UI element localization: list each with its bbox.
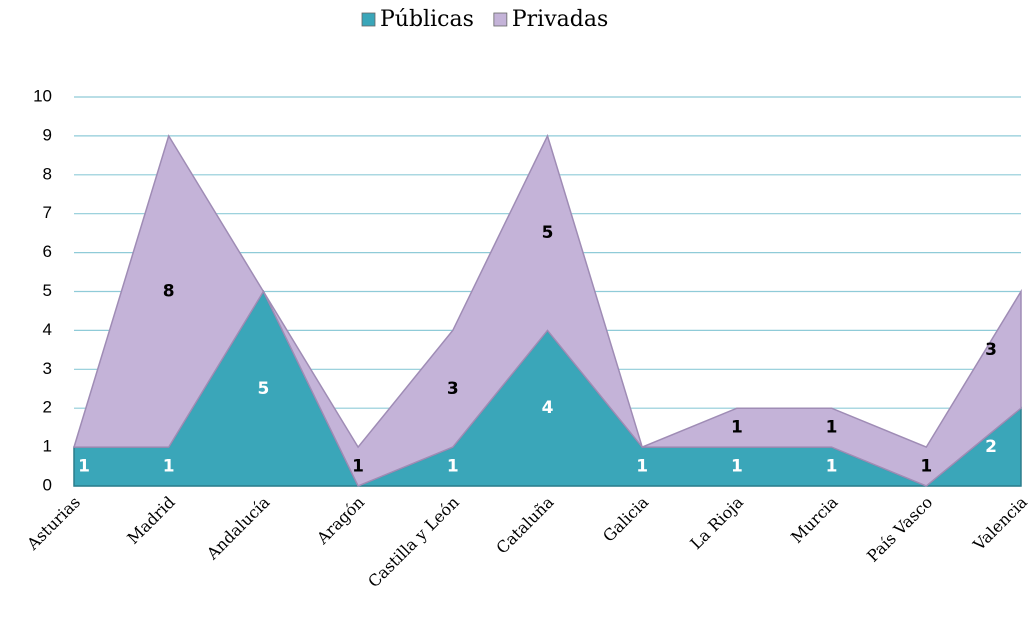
y-tick-label: 9 <box>43 125 52 144</box>
y-tick-label: 7 <box>43 203 52 222</box>
x-tick-label: Galicia <box>599 492 652 545</box>
data-label: 4 <box>542 398 554 418</box>
x-tick-label: Aragón <box>312 493 368 549</box>
data-label: 5 <box>542 223 554 243</box>
x-tick-label: La Rioja <box>686 492 747 553</box>
x-tick-label: Castilla y León <box>364 493 463 592</box>
y-tick-label: 4 <box>43 320 52 339</box>
y-tick-label: 1 <box>43 437 52 456</box>
y-tick-label: 6 <box>43 242 52 261</box>
data-label: 1 <box>731 418 743 438</box>
data-label: 8 <box>163 282 175 302</box>
data-label: 1 <box>920 457 932 477</box>
data-label: 3 <box>985 340 997 360</box>
data-label: 1 <box>636 457 648 477</box>
x-tick-label: País Vasco <box>863 493 936 566</box>
data-label: 1 <box>826 418 838 438</box>
y-tick-label: 3 <box>43 359 52 378</box>
y-tick-label: 10 <box>33 86 52 105</box>
x-tick-label: Cataluña <box>492 492 557 557</box>
data-label: 1 <box>352 457 364 477</box>
x-tick-label: Asturias <box>22 493 84 555</box>
y-tick-label: 8 <box>43 164 52 183</box>
data-label: 1 <box>731 457 743 477</box>
data-label: 1 <box>447 457 459 477</box>
data-label: 3 <box>447 379 459 399</box>
data-label: 1 <box>163 457 175 477</box>
area <box>72 133 1022 487</box>
legend-swatch <box>493 12 508 27</box>
legend-label: Públicas <box>380 7 474 32</box>
legend-label: Privadas <box>512 7 608 32</box>
y-tick-label: 5 <box>43 281 52 300</box>
y-tick-label: 2 <box>43 398 52 417</box>
x-tick-label: Madrid <box>123 493 178 548</box>
data-label: 5 <box>257 379 269 399</box>
y-tick-label: 0 <box>43 475 52 494</box>
x-tick-label: Murcia <box>787 492 842 547</box>
legend-swatch <box>361 12 376 27</box>
data-label: 1 <box>78 457 90 477</box>
x-tick-label: Andalucía <box>202 492 274 564</box>
data-label: 1 <box>826 457 838 477</box>
data-label: 2 <box>985 437 997 457</box>
x-tick-label: Valencia <box>969 492 1031 555</box>
